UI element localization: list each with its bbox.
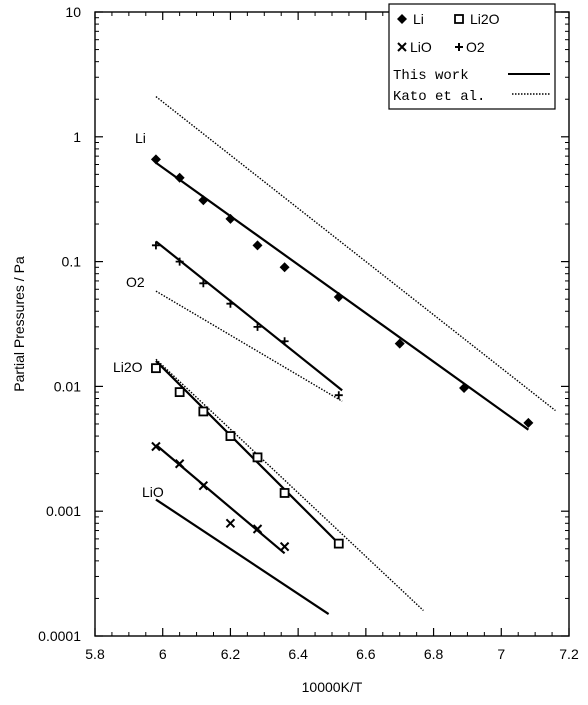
- point-lio: [198, 481, 209, 491]
- x-tick-label: 7.2: [559, 646, 579, 662]
- point-li: [333, 292, 344, 303]
- legend-label-li: Li: [413, 11, 424, 27]
- point-lio: [151, 441, 161, 452]
- y-tick-label: 0.001: [46, 503, 81, 519]
- point-o2: [226, 299, 235, 308]
- x-tick-label: 6: [159, 646, 167, 662]
- x-tick-label: 6.4: [288, 646, 308, 662]
- x-axis-label: 10000K/T: [302, 679, 363, 695]
- point-o2: [151, 241, 160, 250]
- point-li: [174, 172, 185, 183]
- y-tick-label: 1: [73, 129, 81, 145]
- x-tick-label: 7: [497, 646, 505, 662]
- line-kato-et-al-o2: [155, 290, 343, 402]
- point-o2: [253, 322, 262, 331]
- line-this-work-lio: [155, 444, 286, 555]
- line-kato-et-al-lio: [155, 498, 330, 615]
- point-li2o: [333, 538, 344, 549]
- legend-label-li2o: Li2O: [470, 11, 500, 27]
- line-kato-et-al-li: [155, 96, 556, 412]
- y-tick-label: 10: [65, 4, 81, 20]
- x-tick-label: 6.8: [424, 646, 444, 662]
- point-li: [394, 338, 405, 349]
- y-tick-label: 0.0001: [38, 628, 81, 644]
- point-li2o: [151, 363, 161, 374]
- legend-label-o2: O2: [466, 39, 485, 55]
- point-o2: [175, 257, 184, 266]
- point-li2o: [225, 431, 236, 441]
- legend-label-this-work: This work: [393, 68, 469, 84]
- point-lio: [174, 459, 185, 469]
- legend-marker-lio: [397, 42, 407, 52]
- x-tick-label: 6.2: [221, 646, 241, 662]
- annotation-li: Li: [135, 130, 146, 146]
- point-li2o: [198, 406, 209, 417]
- point-li2o: [174, 387, 185, 398]
- point-li: [150, 154, 161, 165]
- y-axis-label: Partial Pressures / Pa: [11, 256, 27, 392]
- point-li2o: [252, 452, 263, 463]
- legend-marker-li: [397, 14, 407, 24]
- y-tick-label: 0.1: [62, 254, 82, 270]
- point-li: [252, 240, 263, 251]
- legend-marker-li2o: [454, 14, 464, 24]
- legend-label-lio: LiO: [410, 39, 432, 55]
- x-tick-label: 6.6: [356, 646, 376, 662]
- point-lio: [279, 541, 290, 552]
- point-li: [523, 417, 534, 428]
- point-li: [279, 262, 290, 273]
- point-lio: [252, 524, 263, 534]
- point-o2: [280, 337, 289, 346]
- data-points: [150, 154, 534, 552]
- annotation-o2: O2: [126, 274, 145, 290]
- point-li: [459, 383, 470, 394]
- point-li: [225, 213, 236, 224]
- point-o2: [199, 279, 208, 288]
- y-tick-labels: 0.0001 0.001 0.01 0.1 1 10: [38, 4, 81, 644]
- annotation-lio: LiO: [142, 484, 164, 500]
- point-o2: [334, 391, 343, 400]
- point-li2o: [279, 488, 290, 498]
- x-tick-labels: 5.8 6 6.2 6.4 6.6 6.8 7 7.2: [85, 646, 579, 662]
- y-tick-label: 0.01: [54, 378, 81, 394]
- fit-lines: [155, 96, 556, 615]
- line-kato-et-al-li2o: [155, 358, 424, 612]
- legend: Li Li2O LiO O2 This work Kato et al.: [388, 3, 556, 110]
- legend-box: [388, 3, 556, 110]
- line-this-work-li2o: [155, 360, 340, 545]
- legend-label-kato: Kato et al.: [393, 89, 485, 105]
- point-lio: [225, 518, 236, 529]
- x-tick-label: 5.8: [85, 646, 105, 662]
- legend-marker-o2: [455, 43, 463, 51]
- point-li: [198, 195, 209, 206]
- annotation-li2o: Li2O: [113, 359, 143, 375]
- axis-ticks: [94, 11, 570, 637]
- line-this-work-o2: [155, 240, 343, 392]
